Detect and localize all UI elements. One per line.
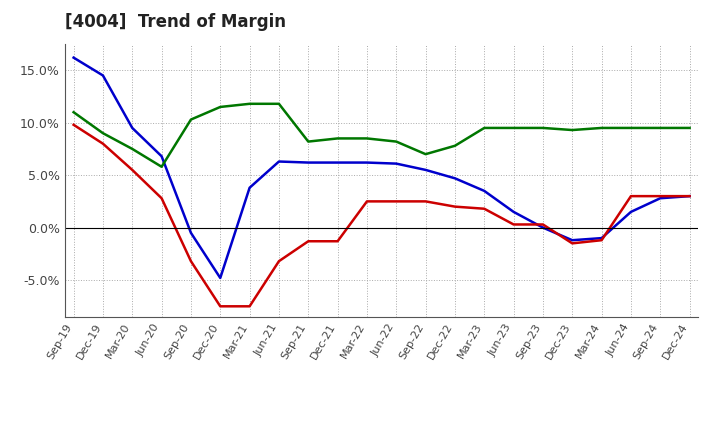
Operating Cashflow (69, 110, 78, 115)
Ordinary Income (539, 225, 547, 230)
Operating Cashflow (685, 125, 694, 131)
Ordinary Income (246, 185, 254, 191)
Net Income (451, 204, 459, 209)
Net Income (539, 222, 547, 227)
Ordinary Income (480, 188, 489, 194)
Net Income (99, 141, 107, 147)
Operating Cashflow (626, 125, 635, 131)
Operating Cashflow (157, 164, 166, 169)
Ordinary Income (216, 275, 225, 281)
Net Income (186, 259, 195, 264)
Net Income (216, 304, 225, 309)
Net Income (568, 241, 577, 246)
Ordinary Income (392, 161, 400, 166)
Operating Cashflow (480, 125, 489, 131)
Line: Operating Cashflow: Operating Cashflow (73, 104, 690, 167)
Ordinary Income (333, 160, 342, 165)
Ordinary Income (568, 238, 577, 243)
Ordinary Income (274, 159, 283, 164)
Operating Cashflow (99, 131, 107, 136)
Net Income (363, 199, 372, 204)
Operating Cashflow (509, 125, 518, 131)
Ordinary Income (304, 160, 312, 165)
Ordinary Income (363, 160, 372, 165)
Operating Cashflow (421, 151, 430, 157)
Operating Cashflow (333, 136, 342, 141)
Ordinary Income (626, 209, 635, 215)
Operating Cashflow (451, 143, 459, 148)
Operating Cashflow (216, 104, 225, 110)
Operating Cashflow (274, 101, 283, 106)
Net Income (157, 196, 166, 201)
Ordinary Income (421, 167, 430, 172)
Ordinary Income (157, 154, 166, 159)
Net Income (480, 206, 489, 211)
Operating Cashflow (392, 139, 400, 144)
Operating Cashflow (186, 117, 195, 122)
Net Income (69, 122, 78, 128)
Operating Cashflow (539, 125, 547, 131)
Ordinary Income (509, 209, 518, 215)
Ordinary Income (598, 235, 606, 241)
Net Income (128, 167, 137, 172)
Net Income (685, 194, 694, 199)
Net Income (509, 222, 518, 227)
Ordinary Income (656, 196, 665, 201)
Line: Ordinary Income: Ordinary Income (73, 58, 690, 278)
Net Income (392, 199, 400, 204)
Ordinary Income (128, 125, 137, 131)
Operating Cashflow (246, 101, 254, 106)
Net Income (598, 238, 606, 243)
Net Income (274, 259, 283, 264)
Net Income (626, 194, 635, 199)
Operating Cashflow (598, 125, 606, 131)
Operating Cashflow (128, 146, 137, 151)
Operating Cashflow (656, 125, 665, 131)
Ordinary Income (451, 176, 459, 181)
Net Income (246, 304, 254, 309)
Operating Cashflow (304, 139, 312, 144)
Ordinary Income (99, 73, 107, 78)
Ordinary Income (69, 55, 78, 60)
Operating Cashflow (363, 136, 372, 141)
Net Income (421, 199, 430, 204)
Operating Cashflow (568, 128, 577, 133)
Text: [4004]  Trend of Margin: [4004] Trend of Margin (65, 13, 286, 31)
Net Income (656, 194, 665, 199)
Net Income (304, 238, 312, 244)
Line: Net Income: Net Income (73, 125, 690, 306)
Ordinary Income (685, 194, 694, 199)
Ordinary Income (186, 230, 195, 235)
Net Income (333, 238, 342, 244)
